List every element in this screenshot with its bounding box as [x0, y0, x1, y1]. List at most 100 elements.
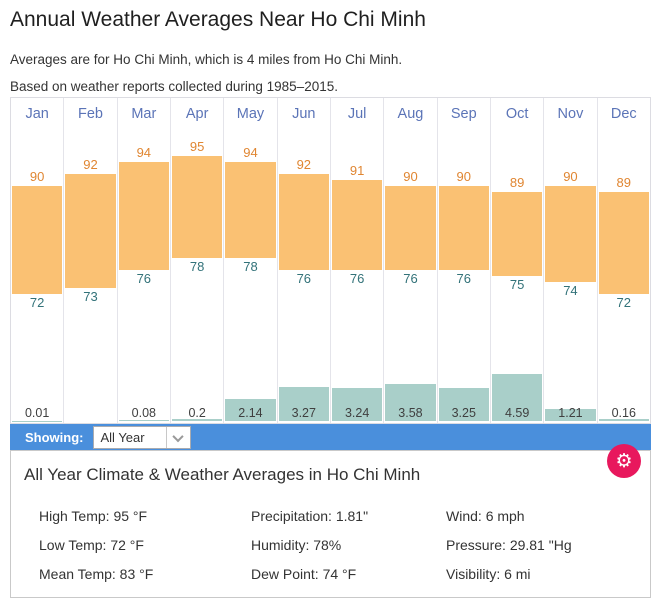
precip-label: 0.01 — [24, 406, 50, 420]
month-label[interactable]: Aug — [397, 106, 424, 122]
month-column-mar[interactable]: Mar 94 76 0.08 — [116, 98, 170, 423]
low-temp-label: 72 — [29, 295, 45, 310]
month-column-may[interactable]: May 94 78 2.14 — [223, 98, 276, 423]
month-column-nov[interactable]: Nov 90 74 1.21 — [543, 98, 596, 423]
precip-label: 4.59 — [504, 406, 530, 420]
stat-wind: Wind: 6 mph — [446, 508, 639, 524]
precip-bar — [438, 387, 489, 421]
summary-stats-grid: High Temp: 95 °F Precipitation: 1.81" Wind… — [39, 501, 639, 588]
stat-label: High Temp: — [39, 507, 114, 524]
month-label[interactable]: Feb — [77, 106, 103, 122]
month-label[interactable]: Dec — [610, 106, 637, 122]
stat-value: 83 °F — [119, 565, 154, 582]
high-temp-label: 92 — [83, 157, 98, 172]
stat-high-temp: High Temp: 95 °F — [39, 508, 251, 524]
temp-range-bar — [438, 186, 489, 270]
precip-label: 3.25 — [451, 406, 476, 420]
high-temp-label: 90 — [29, 169, 45, 184]
low-temp-label: 72 — [616, 295, 631, 310]
stat-value: 72 °F — [110, 536, 144, 553]
temp-range-bar — [545, 186, 596, 282]
stat-low-temp: Low Temp: 72 °F — [39, 537, 251, 553]
temp-range-bar — [225, 162, 276, 258]
precip-bar — [385, 384, 436, 421]
month-column-jan[interactable]: Jan 90 72 0.01 — [11, 98, 63, 423]
temp-range-bar — [491, 192, 543, 276]
month-label[interactable]: Sep — [450, 106, 477, 122]
high-temp-label: 90 — [403, 169, 418, 184]
month-column-feb[interactable]: Feb 92 73 — [63, 98, 116, 423]
temp-range-bar — [598, 192, 649, 294]
precip-bar — [12, 420, 63, 421]
stat-value: 78% — [313, 536, 342, 553]
low-temp-label: 76 — [349, 271, 365, 286]
stat-value: 95 °F — [113, 507, 148, 524]
high-temp-label: 92 — [296, 157, 312, 172]
temp-range-bar — [278, 174, 329, 270]
precip-bar — [225, 398, 276, 421]
month-column-dec[interactable]: Dec 89 72 0.16 — [596, 98, 650, 423]
temp-range-bar — [65, 174, 116, 288]
subtitle-location: Averages are for Ho Chi Minh, which is 4… — [10, 52, 403, 67]
month-label[interactable]: Mar — [131, 106, 157, 122]
month-column-aug[interactable]: Aug 90 76 3.58 — [383, 98, 436, 423]
month-label[interactable]: Nov — [557, 106, 584, 122]
month-label[interactable]: Jan — [25, 106, 49, 122]
month-label[interactable]: Jul — [347, 106, 367, 122]
month-label[interactable]: May — [236, 106, 265, 122]
precip-bar — [545, 408, 596, 421]
precip-bar — [171, 418, 223, 421]
precip-bar — [331, 387, 383, 421]
precip-label: 2.14 — [238, 406, 263, 420]
high-temp-label: 89 — [616, 175, 631, 190]
precip-bar — [118, 420, 169, 421]
month-label[interactable]: Jun — [292, 106, 316, 122]
stat-label: Low Temp: — [39, 536, 111, 553]
temp-range-bar — [385, 186, 436, 270]
showing-dropdown[interactable]: All Year — [92, 426, 191, 449]
summary-title: All Year Climate & Weather Averages in H… — [24, 465, 421, 484]
stat-label: Wind: — [446, 507, 486, 524]
high-temp-label: 94 — [243, 145, 258, 160]
low-temp-label: 78 — [243, 259, 258, 274]
stat-label: Visibility: — [446, 565, 505, 582]
precip-label: 0.16 — [611, 406, 636, 420]
page-title: Annual Weather Averages Near Ho Chi Minh — [10, 8, 426, 31]
stat-value: 1.81" — [335, 507, 369, 524]
month-label[interactable]: Apr — [185, 106, 209, 122]
month-column-jun[interactable]: Jun 92 76 3.27 — [276, 98, 330, 423]
weather-chart: Jan 90 72 0.01 Feb 92 73 Mar 94 76 0.08 Apr 95 78 0.2 M… — [10, 97, 651, 424]
showing-dropdown-value: All Year — [100, 430, 145, 445]
showing-label: Showing: — [25, 430, 84, 445]
precip-label: 1.21 — [558, 406, 583, 420]
precip-label: 3.24 — [344, 406, 370, 420]
low-temp-label: 74 — [563, 283, 578, 298]
showing-toolbar: Showing: All Year — [10, 424, 651, 451]
stat-label: Mean Temp: — [39, 565, 120, 582]
low-temp-label: 76 — [136, 271, 152, 286]
low-temp-label: 76 — [296, 271, 312, 286]
stat-value: 6 mi — [504, 565, 531, 582]
month-column-apr[interactable]: Apr 95 78 0.2 — [169, 98, 223, 423]
stat-label: Pressure: — [446, 536, 510, 553]
high-temp-label: 94 — [136, 145, 152, 160]
stat-label: Humidity: — [251, 536, 314, 553]
stat-value: 6 mph — [485, 507, 525, 524]
precip-label: 3.27 — [291, 406, 316, 420]
stat-humidity: Humidity: 78% — [251, 537, 446, 553]
summary-panel: All Year Climate & Weather Averages in H… — [10, 450, 651, 598]
month-column-sep[interactable]: Sep 90 76 3.25 — [436, 98, 490, 423]
low-temp-label: 76 — [403, 271, 418, 286]
month-column-oct[interactable]: Oct 89 75 4.59 — [489, 98, 543, 423]
month-column-jul[interactable]: Jul 91 76 3.24 — [329, 98, 383, 423]
temp-range-bar — [12, 186, 63, 294]
gear-icon: ⚙ — [615, 449, 633, 472]
stat-pressure: Pressure: 29.81 "Hg — [446, 537, 639, 553]
high-temp-label: 95 — [189, 139, 205, 154]
chevron-down-icon — [165, 427, 190, 448]
low-temp-label: 76 — [456, 271, 472, 286]
month-label[interactable]: Oct — [505, 106, 529, 122]
stat-visibility: Visibility: 6 mi — [446, 566, 639, 582]
settings-button[interactable]: ⚙ — [607, 444, 641, 478]
